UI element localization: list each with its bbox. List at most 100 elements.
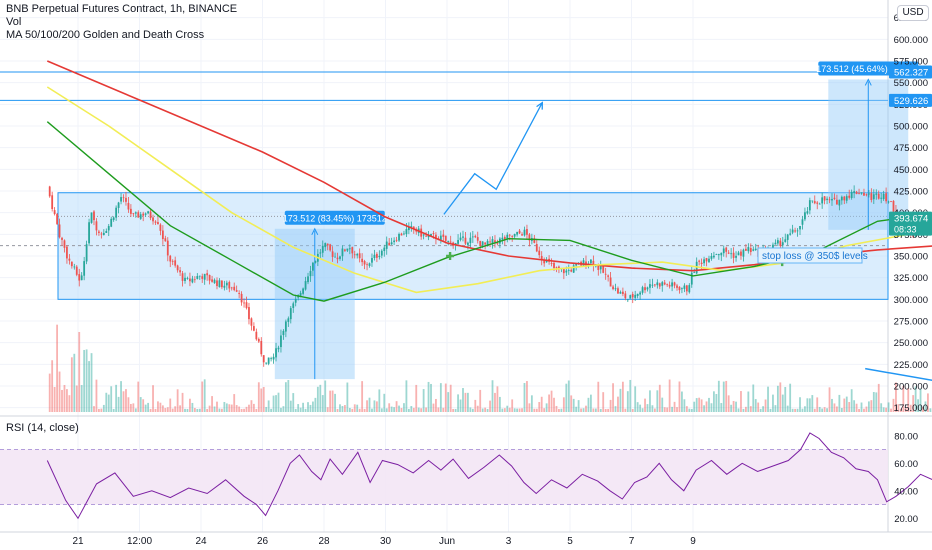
volume-bar xyxy=(533,408,536,412)
volume-bar xyxy=(754,399,757,412)
volume-bar xyxy=(735,401,737,412)
annotations[interactable]: stop loss @ 350$ levels xyxy=(443,101,932,397)
volume-bar xyxy=(439,383,442,412)
candle-body xyxy=(102,232,105,236)
candle-body xyxy=(479,240,482,247)
candle-body xyxy=(198,275,201,277)
volume-bar xyxy=(626,391,629,412)
candle-body xyxy=(331,251,334,257)
volume-bar xyxy=(700,399,703,412)
volume-bar xyxy=(752,384,755,412)
candle-body xyxy=(442,234,445,237)
volume-bar xyxy=(95,379,98,412)
volume-bar xyxy=(134,408,137,412)
candle-body xyxy=(326,243,329,246)
volume-bar xyxy=(272,395,275,412)
volume-bar xyxy=(607,408,610,412)
volume-bar xyxy=(105,392,108,412)
volume-bar xyxy=(348,407,351,412)
volume-bar xyxy=(221,408,223,412)
volume-bar xyxy=(577,400,580,412)
candle-body xyxy=(476,237,479,241)
candle-body xyxy=(107,226,110,231)
volume-bar xyxy=(653,408,656,412)
volume-bar xyxy=(713,391,715,412)
candle-body xyxy=(666,284,669,286)
candle-body xyxy=(786,234,789,240)
volume-trend-line[interactable] xyxy=(865,367,932,397)
volume-bar xyxy=(117,396,120,412)
volume-bar xyxy=(602,392,605,412)
candle-body xyxy=(262,355,265,363)
volume-bar xyxy=(417,407,420,412)
projection-path-line[interactable] xyxy=(443,102,543,215)
candle-body xyxy=(516,231,519,235)
candle-body xyxy=(321,245,324,253)
stop-loss-note-box[interactable] xyxy=(757,247,863,264)
price-badge-countdown: 08:33 xyxy=(894,225,917,235)
volume-bar xyxy=(621,381,624,412)
candle-body xyxy=(590,259,592,264)
volume-bar xyxy=(885,407,888,412)
volume-bar xyxy=(575,406,578,412)
volume-bar xyxy=(380,408,383,412)
candle-body xyxy=(693,272,696,274)
candle-body xyxy=(270,358,273,360)
volume-bar xyxy=(737,408,740,412)
volume-bar xyxy=(437,407,440,412)
volume-bar xyxy=(164,408,167,412)
range-zone[interactable] xyxy=(0,71,889,300)
volume-bar xyxy=(649,390,651,412)
volume-bar xyxy=(498,396,501,412)
measurement-tools[interactable]: 173.512 (83.45%) 173512 173.512 (45.64%) … xyxy=(274,61,921,380)
volume-bar xyxy=(548,394,550,412)
volume-bar xyxy=(430,383,432,412)
candle-body xyxy=(186,278,189,279)
candle-body xyxy=(609,277,612,287)
volume-bar xyxy=(393,407,396,412)
volume-bar xyxy=(129,403,132,412)
candle-body xyxy=(181,273,184,281)
volume-bar xyxy=(225,403,228,412)
candle-body xyxy=(139,214,142,219)
volume-bar xyxy=(422,389,425,412)
volume-bar xyxy=(66,389,68,412)
volume-bar xyxy=(597,381,600,412)
candle-body xyxy=(749,248,752,253)
candle-body xyxy=(646,287,649,290)
volume-bar xyxy=(710,403,713,412)
consolidation-range-box[interactable] xyxy=(57,192,889,300)
candle-body xyxy=(383,247,386,251)
volume-bar xyxy=(666,407,669,412)
volume-bar xyxy=(405,380,408,412)
volume-bar xyxy=(412,407,415,412)
volume-bar xyxy=(341,406,344,412)
volume-bar xyxy=(149,408,152,412)
volume-bar xyxy=(161,405,164,412)
volume-bar xyxy=(208,405,211,412)
volume-bar xyxy=(924,401,927,412)
volume-bar xyxy=(339,404,341,412)
candle-body xyxy=(545,260,548,263)
candle-body xyxy=(267,357,270,364)
volume-bar xyxy=(744,406,747,412)
volume-bar xyxy=(555,405,558,412)
volume-bar xyxy=(228,404,231,412)
volume-bar xyxy=(678,381,681,412)
rsi-tick-label: 60.00 xyxy=(894,459,918,470)
candle-body xyxy=(457,240,459,244)
candle-body xyxy=(464,237,467,244)
candle-body xyxy=(351,247,354,254)
candle-body xyxy=(572,265,575,273)
currency-button[interactable]: USD xyxy=(897,5,929,21)
candle-body xyxy=(346,248,349,251)
candle-body xyxy=(474,235,477,238)
volume-bar xyxy=(61,389,63,412)
volume-bar xyxy=(181,392,184,412)
candle-body xyxy=(334,256,336,258)
candle-body xyxy=(449,241,452,243)
time-tick-label: 9 xyxy=(690,536,696,547)
volume-bar xyxy=(865,406,868,412)
candle-body xyxy=(656,282,659,286)
